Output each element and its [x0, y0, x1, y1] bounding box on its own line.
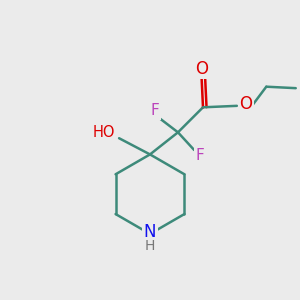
Text: H: H [145, 239, 155, 253]
Text: O: O [239, 95, 252, 113]
Text: N: N [144, 224, 156, 242]
Text: F: F [195, 148, 204, 163]
Text: HO: HO [93, 125, 116, 140]
Text: O: O [195, 60, 208, 78]
Text: F: F [151, 103, 160, 118]
